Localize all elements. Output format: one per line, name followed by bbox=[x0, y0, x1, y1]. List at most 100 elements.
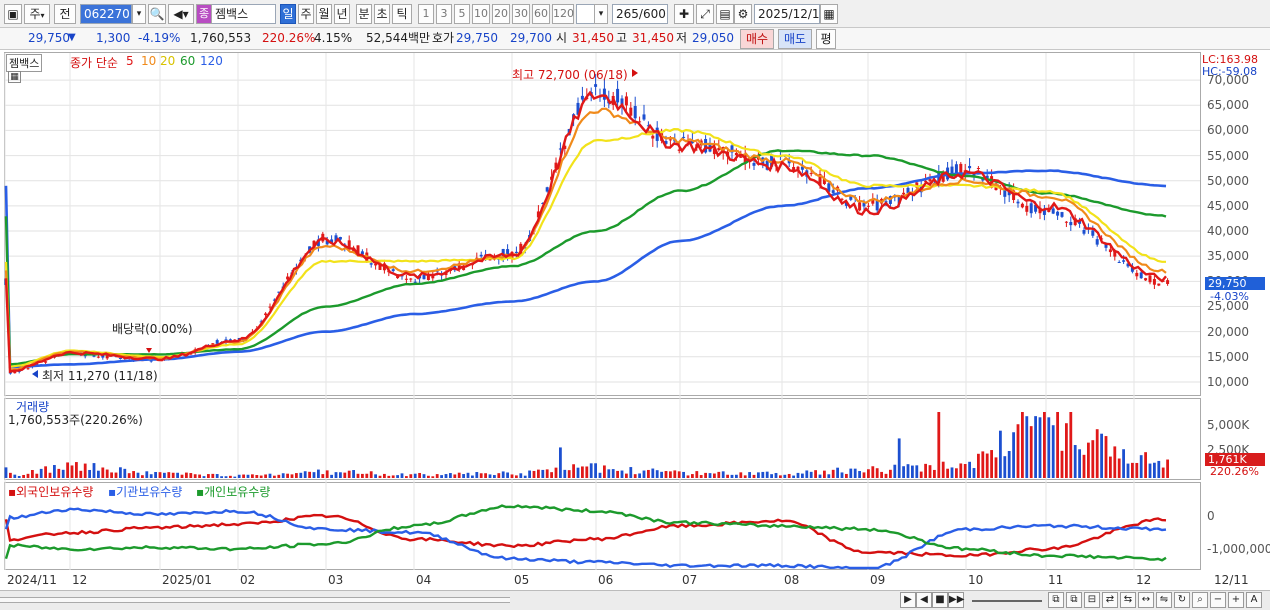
custom-interval-dropdown-icon[interactable]: ▾ bbox=[594, 4, 608, 24]
volume-bar bbox=[757, 472, 760, 478]
eval-button[interactable]: 평 bbox=[816, 29, 836, 49]
volume-bar bbox=[1069, 412, 1073, 478]
candle-body bbox=[338, 237, 342, 240]
toggle-icon-6[interactable]: ↔ bbox=[1138, 592, 1154, 608]
candle-body bbox=[1130, 266, 1134, 272]
candle-body bbox=[858, 202, 862, 211]
chart-name-tab[interactable]: 젬백스 bbox=[6, 54, 43, 72]
zoom-search-icon[interactable]: ⌕ bbox=[1192, 592, 1208, 608]
zoom-in-icon[interactable]: + bbox=[1228, 592, 1244, 608]
tab-second[interactable]: 초 bbox=[374, 4, 390, 24]
volume-bar bbox=[57, 468, 61, 478]
font-size-icon[interactable]: A bbox=[1246, 592, 1262, 608]
fast-forward-icon[interactable]: ▶▶ bbox=[948, 592, 964, 608]
interval-3[interactable]: 3 bbox=[436, 4, 452, 24]
interval-10[interactable]: 10 bbox=[472, 4, 490, 24]
volume-bar bbox=[1135, 462, 1139, 478]
tab-month[interactable]: 월 bbox=[316, 4, 332, 24]
refresh-icon[interactable]: ↻ bbox=[1174, 592, 1190, 608]
volume-bar bbox=[541, 469, 545, 478]
interval-20[interactable]: 20 bbox=[492, 4, 510, 24]
volume-bar bbox=[660, 471, 663, 478]
toggle-icon-5[interactable]: ⇆ bbox=[1120, 592, 1136, 608]
volume-bar bbox=[581, 466, 584, 478]
volume-bars bbox=[4, 412, 1169, 478]
holdings-axis-zero: 0 bbox=[1207, 509, 1215, 523]
search-icon[interactable]: 🔍 bbox=[148, 4, 166, 24]
horizontal-scrollbar[interactable] bbox=[0, 597, 510, 603]
volume-bar bbox=[532, 470, 536, 478]
volume-bar bbox=[31, 470, 34, 478]
gear-icon[interactable]: ⚙ bbox=[734, 4, 752, 24]
volume-bar bbox=[330, 474, 333, 478]
volume-bar bbox=[946, 468, 949, 478]
volume-bar bbox=[176, 472, 179, 478]
interval-60[interactable]: 60 bbox=[532, 4, 550, 24]
zoom-slider[interactable] bbox=[972, 600, 1042, 602]
count-input[interactable]: 265/600 bbox=[612, 4, 668, 24]
period-select[interactable]: 주▾ bbox=[24, 4, 50, 24]
volume-bar bbox=[616, 470, 619, 478]
speaker-icon[interactable]: ◀▾ bbox=[168, 4, 194, 24]
toggle-icon-1[interactable]: ⧉ bbox=[1048, 592, 1064, 608]
volume-bar bbox=[1104, 436, 1108, 478]
calculator-icon[interactable]: ▦ bbox=[8, 71, 21, 83]
candle-body bbox=[972, 172, 976, 178]
price-axis-label: 70,000 bbox=[1207, 73, 1249, 88]
volume-title: 거래량 bbox=[16, 400, 50, 414]
sell-button[interactable]: 매도 bbox=[778, 29, 812, 49]
toggle-icon-7[interactable]: ⇋ bbox=[1156, 592, 1172, 608]
volume-bar bbox=[303, 471, 307, 478]
interval-5[interactable]: 5 bbox=[454, 4, 470, 24]
layout-icon[interactable]: ▣ bbox=[4, 4, 22, 24]
candle-body bbox=[105, 354, 109, 359]
stock-name-field[interactable]: 젬백스 bbox=[212, 4, 276, 24]
draw-line-icon[interactable]: ⤢ bbox=[696, 4, 714, 24]
crosshair-icon[interactable]: ✚ bbox=[674, 4, 694, 24]
volume-bar bbox=[224, 476, 228, 478]
code-dropdown-icon[interactable]: ▾ bbox=[132, 4, 146, 24]
scroll-right-icon[interactable]: ▶ bbox=[900, 592, 916, 608]
calendar-icon[interactable]: ▦ bbox=[820, 4, 838, 24]
tab-day[interactable]: 일 bbox=[280, 4, 296, 24]
volume-bar bbox=[1021, 412, 1024, 478]
scroll-left-icon[interactable]: ◀ bbox=[916, 592, 932, 608]
price-axis-label: 20,000 bbox=[1207, 324, 1249, 339]
code-input[interactable]: 062270 bbox=[80, 4, 132, 24]
buy-button[interactable]: 매수 bbox=[740, 29, 774, 49]
interval-120[interactable]: 120 bbox=[552, 4, 574, 24]
volume-bar bbox=[44, 466, 47, 478]
toggle-icon-3[interactable]: ⊟ bbox=[1084, 592, 1100, 608]
volume-bar bbox=[400, 473, 404, 478]
volume-bar bbox=[906, 464, 910, 478]
tab-week[interactable]: 주 bbox=[298, 4, 314, 24]
high-label: 고 bbox=[616, 31, 628, 45]
zoom-out-icon[interactable]: − bbox=[1210, 592, 1226, 608]
interval-30[interactable]: 30 bbox=[512, 4, 530, 24]
volume-bar bbox=[259, 475, 263, 478]
volume-bar bbox=[823, 470, 826, 478]
chart-name-tab-label: 젬백스 bbox=[9, 57, 40, 70]
volume-bar bbox=[1038, 417, 1042, 478]
interval-1[interactable]: 1 bbox=[418, 4, 434, 24]
tab-minute[interactable]: 분 bbox=[356, 4, 372, 24]
prev-button[interactable]: 전 bbox=[54, 4, 76, 24]
tab-year[interactable]: 년 bbox=[334, 4, 350, 24]
toggle-icon-4[interactable]: ⇄ bbox=[1102, 592, 1118, 608]
save-icon[interactable]: ▤ bbox=[716, 4, 734, 24]
candle-body bbox=[844, 202, 848, 206]
volume-bar bbox=[915, 465, 919, 478]
toggle-icon-2[interactable]: ⧉ bbox=[1066, 592, 1082, 608]
volume-bar bbox=[642, 470, 646, 478]
stop-icon[interactable]: ■ bbox=[932, 592, 948, 608]
date-axis-label: 12 bbox=[72, 573, 88, 587]
date-input[interactable]: 2025/12/11 bbox=[754, 4, 827, 24]
volume-bar bbox=[902, 466, 905, 478]
volume-bar bbox=[677, 471, 681, 478]
volume-bar bbox=[875, 468, 879, 478]
candle-body bbox=[1082, 230, 1086, 234]
price-axis-label: 25,000 bbox=[1207, 299, 1249, 314]
tab-tick[interactable]: 틱 bbox=[392, 4, 412, 24]
volume-bar bbox=[409, 474, 413, 478]
